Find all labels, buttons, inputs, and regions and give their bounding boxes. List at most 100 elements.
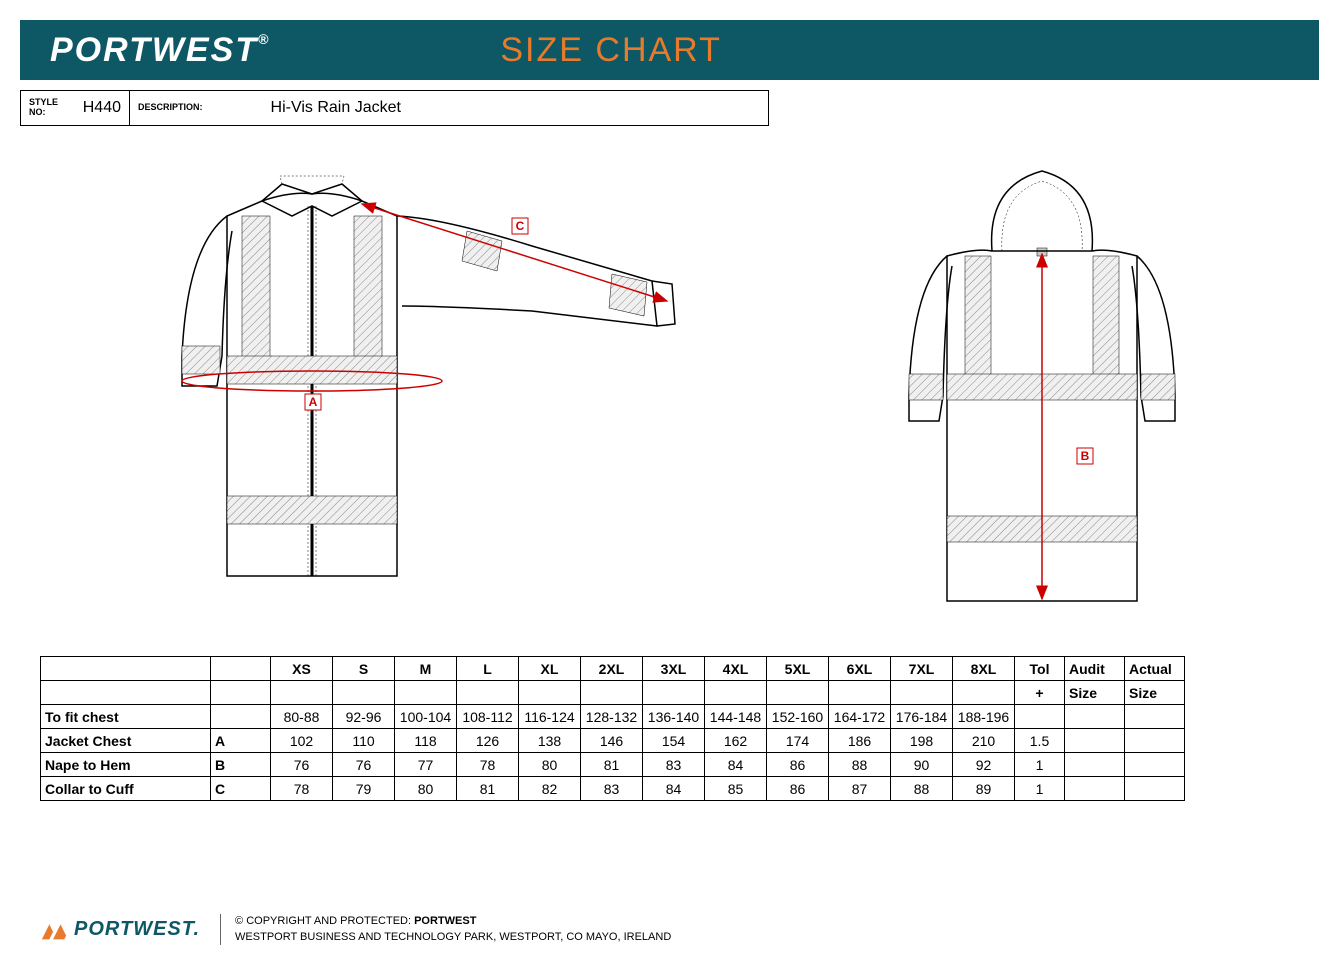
diagram-area: A C	[40, 156, 1299, 636]
size-cell: 85	[705, 777, 767, 801]
size-cell: 89	[953, 777, 1015, 801]
actual-cell	[1125, 753, 1185, 777]
footer-brand: PORTWEST.	[74, 918, 200, 941]
size-col-2xl: 2XL	[581, 657, 643, 681]
row-label: To fit chest	[41, 705, 211, 729]
size-cell: 210	[953, 729, 1015, 753]
size-cell: 79	[333, 777, 395, 801]
table-row: To fit chest80-8892-96100-104108-112116-…	[41, 705, 1185, 729]
footer: PORTWEST. © COPYRIGHT AND PROTECTED: POR…	[40, 914, 671, 945]
size-col-6xl: 6XL	[829, 657, 891, 681]
actual-cell	[1125, 777, 1185, 801]
tol-cell	[1015, 705, 1065, 729]
size-col-s: S	[333, 657, 395, 681]
description-value: Hi-Vis Rain Jacket	[271, 99, 401, 117]
size-cell: 110	[333, 729, 395, 753]
style-no-label: STYLE NO:	[29, 98, 75, 118]
size-col-8xl: 8XL	[953, 657, 1015, 681]
row-label: Collar to Cuff	[41, 777, 211, 801]
table-row: Collar to CuffC7879808182838485868788891	[41, 777, 1185, 801]
audit-sub: Size	[1065, 681, 1125, 705]
style-no-cell: STYLE NO: H440	[20, 90, 130, 126]
size-col-l: L	[457, 657, 519, 681]
footer-address: WESTPORT BUSINESS AND TECHNOLOGY PARK, W…	[235, 930, 671, 945]
actual-cell	[1125, 705, 1185, 729]
size-cell: 108-112	[457, 705, 519, 729]
size-cell: 81	[581, 753, 643, 777]
row-letter: A	[211, 729, 271, 753]
size-cell: 164-172	[829, 705, 891, 729]
tol-cell: 1.5	[1015, 729, 1065, 753]
size-cell: 186	[829, 729, 891, 753]
audit-cell	[1065, 705, 1125, 729]
size-cell: 76	[271, 753, 333, 777]
size-cell: 100-104	[395, 705, 457, 729]
size-cell: 102	[271, 729, 333, 753]
size-cell: 83	[581, 777, 643, 801]
measure-label-a: A	[309, 395, 318, 409]
size-cell: 174	[767, 729, 829, 753]
size-cell: 92-96	[333, 705, 395, 729]
size-cell: 87	[829, 777, 891, 801]
footer-text: © COPYRIGHT AND PROTECTED: PORTWEST WEST…	[220, 914, 671, 945]
description-cell: DESCRIPTION: Hi-Vis Rain Jacket	[129, 90, 769, 126]
size-col-xl: XL	[519, 657, 581, 681]
tol-header: Tol	[1015, 657, 1065, 681]
brand-logo: PORTWEST®	[50, 31, 270, 70]
size-col-xs: XS	[271, 657, 333, 681]
size-cell: 76	[333, 753, 395, 777]
actual-sub: Size	[1125, 681, 1185, 705]
size-cell: 77	[395, 753, 457, 777]
size-chart-table: XS S M L XL 2XL 3XL 4XL 5XL 6XL 7XL 8XL …	[40, 656, 1185, 801]
size-header-row: XS S M L XL 2XL 3XL 4XL 5XL 6XL 7XL 8XL …	[41, 657, 1185, 681]
audit-cell	[1065, 729, 1125, 753]
tol-cell: 1	[1015, 753, 1065, 777]
size-cell: 176-184	[891, 705, 953, 729]
size-cell: 84	[705, 753, 767, 777]
page-title: SIZE CHART	[500, 31, 722, 70]
row-label: Nape to Hem	[41, 753, 211, 777]
table-row: Nape to HemB7676777880818384868890921	[41, 753, 1185, 777]
footer-logo: PORTWEST.	[40, 918, 200, 942]
size-cell: 128-132	[581, 705, 643, 729]
measure-label-c: C	[516, 219, 525, 233]
size-col-7xl: 7XL	[891, 657, 953, 681]
audit-cell	[1065, 777, 1125, 801]
tol-sub: +	[1015, 681, 1065, 705]
row-letter: B	[211, 753, 271, 777]
size-cell: 78	[271, 777, 333, 801]
size-cell: 84	[643, 777, 705, 801]
measure-label-b: B	[1080, 449, 1089, 463]
size-cell: 80	[519, 753, 581, 777]
size-cell: 162	[705, 729, 767, 753]
size-cell: 116-124	[519, 705, 581, 729]
size-cell: 83	[643, 753, 705, 777]
size-cell: 188-196	[953, 705, 1015, 729]
header-bar: PORTWEST® SIZE CHART	[20, 20, 1319, 80]
row-letter: C	[211, 777, 271, 801]
size-cell: 86	[767, 753, 829, 777]
size-subheader-row: + Size Size	[41, 681, 1185, 705]
audit-cell	[1065, 753, 1125, 777]
table-row: Jacket ChestA102110118126138146154162174…	[41, 729, 1185, 753]
description-label: DESCRIPTION:	[138, 103, 203, 113]
actual-cell	[1125, 729, 1185, 753]
size-col-5xl: 5XL	[767, 657, 829, 681]
audit-header: Audit	[1065, 657, 1125, 681]
size-cell: 90	[891, 753, 953, 777]
size-cell: 118	[395, 729, 457, 753]
size-cell: 126	[457, 729, 519, 753]
size-cell: 152-160	[767, 705, 829, 729]
row-letter	[211, 705, 271, 729]
info-row: STYLE NO: H440 DESCRIPTION: Hi-Vis Rain …	[20, 90, 1319, 126]
copyright-brand: PORTWEST	[414, 915, 476, 927]
size-cell: 198	[891, 729, 953, 753]
size-cell: 86	[767, 777, 829, 801]
size-cell: 138	[519, 729, 581, 753]
size-cell: 92	[953, 753, 1015, 777]
jacket-front-diagram: A C	[132, 156, 692, 636]
portwest-logo-icon	[40, 918, 68, 942]
size-cell: 154	[643, 729, 705, 753]
size-cell: 81	[457, 777, 519, 801]
tol-cell: 1	[1015, 777, 1065, 801]
